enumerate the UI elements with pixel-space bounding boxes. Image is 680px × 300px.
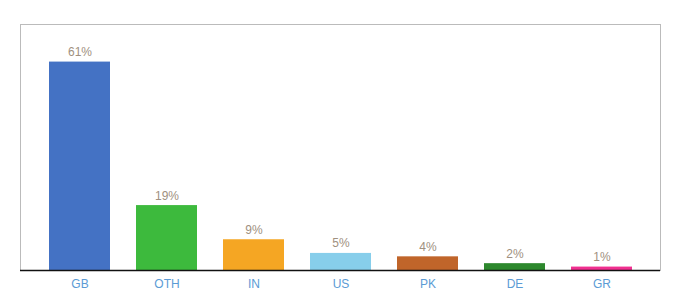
svg-text:9%: 9% [245,223,263,237]
svg-text:DE: DE [507,277,524,291]
svg-text:GR: GR [593,277,611,291]
svg-text:61%: 61% [68,45,92,59]
svg-text:5%: 5% [332,236,350,250]
svg-text:1%: 1% [593,250,611,264]
svg-text:OTH: OTH [154,277,179,291]
svg-text:19%: 19% [155,189,179,203]
svg-text:GB: GB [71,277,88,291]
svg-text:PK: PK [420,277,436,291]
svg-text:IN: IN [248,277,260,291]
svg-text:US: US [333,277,350,291]
svg-text:4%: 4% [419,240,437,254]
svg-text:2%: 2% [506,247,524,261]
